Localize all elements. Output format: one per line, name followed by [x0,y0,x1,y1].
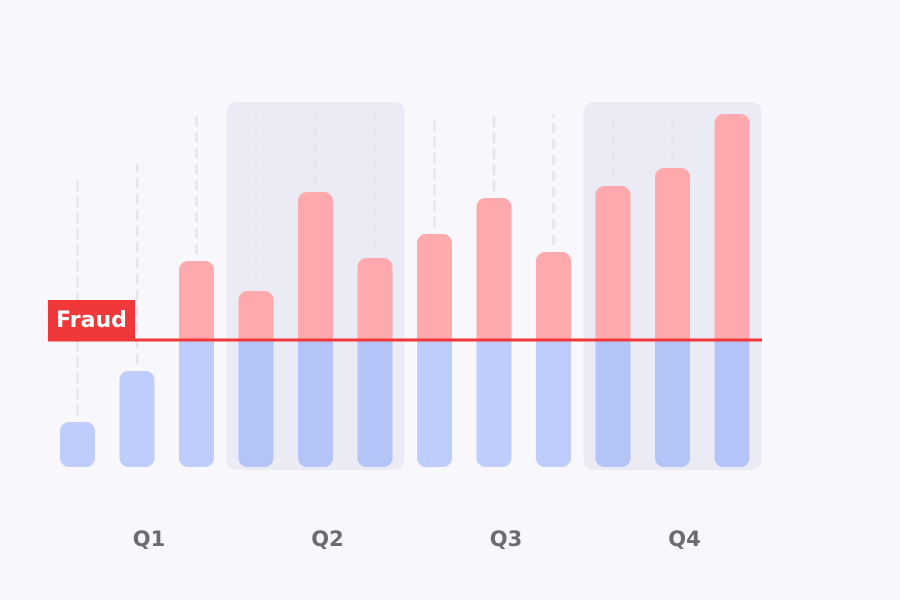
bar-7-below-threshold [417,340,452,467]
threshold: Fraud [48,300,762,342]
bar-5 [298,192,333,467]
bar-3-below-threshold [179,340,214,467]
bar-1-below-threshold [60,422,95,467]
bar-2-below-threshold [119,371,155,467]
bar-5-above-threshold [298,192,333,340]
bar-10 [595,186,631,467]
bar-8-above-threshold [476,198,512,340]
bar-11 [655,168,690,467]
bar-2 [119,371,155,467]
threshold-label: Fraud [56,308,127,333]
bar-9-above-threshold [536,252,571,340]
bar-7-above-threshold [417,234,452,340]
bar-5-below-threshold [298,340,333,467]
bar-8-below-threshold [476,340,512,467]
threshold-label-box [48,300,135,341]
bar-12-below-threshold [714,340,750,467]
bar-6 [357,258,393,467]
bar-4-above-threshold [238,291,274,340]
bars [60,114,750,467]
bar-3-above-threshold [179,261,214,340]
bar-11-below-threshold [655,340,690,467]
dashed-guides [76,113,674,416]
bar-4 [238,291,274,467]
bar-6-above-threshold [357,258,393,340]
bar-4-below-threshold [238,340,274,467]
quarter-label-q4: Q4 [668,527,700,551]
bar-10-above-threshold [595,186,631,340]
quarter-label-q2: Q2 [311,527,343,551]
bar-3 [179,261,214,467]
bar-8 [476,198,512,467]
bar-10-below-threshold [595,340,631,467]
bar-12 [714,114,750,467]
bar-11-above-threshold [655,168,690,340]
bar-9 [536,252,571,467]
bar-7 [417,234,452,467]
bar-12-above-threshold [714,114,750,340]
quarter-label-q1: Q1 [133,527,165,551]
bar-9-below-threshold [536,340,571,467]
quarter-labels: Q1 Q2 Q3 Q4 [133,527,701,551]
quarter-label-q3: Q3 [490,527,522,551]
bar-6-below-threshold [357,340,393,467]
bar-1 [60,422,95,467]
